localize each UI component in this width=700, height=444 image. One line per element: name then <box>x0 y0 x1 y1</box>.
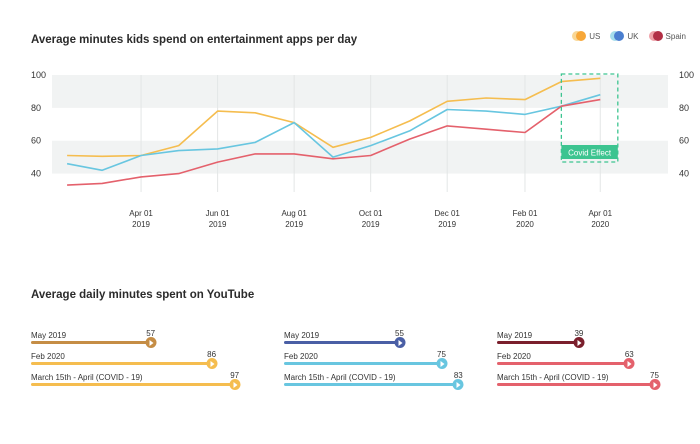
bar-value-label: 86 <box>207 350 217 359</box>
bar-category-label: Feb 2020 <box>284 352 318 361</box>
x-tick-label: Feb 01 <box>513 209 538 218</box>
y-tick-label-right: 100 <box>679 70 694 80</box>
series-line-spain <box>67 98 601 186</box>
x-tick-label-year: 2019 <box>209 220 227 229</box>
bar-category-label: May 2019 <box>497 331 533 340</box>
bar-end-play-icon <box>436 358 447 369</box>
line-chart-title: Average minutes kids spend on entertainm… <box>31 34 358 46</box>
bar-value-label: 57 <box>146 329 156 338</box>
bar-value-label: 97 <box>230 371 240 380</box>
bar-panel: May 2019 57 Feb 2020 86 March 15th - April (… <box>31 329 243 394</box>
y-tick-label-left: 100 <box>31 70 46 80</box>
x-tick-label-year: 2020 <box>516 220 534 229</box>
bar-row: Feb 2020 63 <box>497 350 700 373</box>
bar-category-label: Feb 2020 <box>497 352 531 361</box>
bar <box>284 383 459 386</box>
bar-value-label: 75 <box>437 350 446 359</box>
y-tick-label-right: 40 <box>679 169 689 179</box>
covid-effect-label: Covid Effect <box>568 149 612 158</box>
bar-value-label: 75 <box>650 371 659 380</box>
bar-category-label: March 15th - April (COVID - 19) <box>284 373 396 382</box>
x-tick-label-year: 2019 <box>132 220 150 229</box>
legend-swatch-icon <box>572 31 587 41</box>
x-tick-label: Apr 01 <box>129 209 153 218</box>
y-tick-label-left: 80 <box>31 103 41 113</box>
bar-value-label: 63 <box>624 350 634 359</box>
bar-end-play-icon <box>394 337 405 348</box>
bar-row: Feb 2020 86 <box>31 350 243 373</box>
bar-end-play-icon <box>623 358 635 369</box>
bar <box>497 383 655 386</box>
x-tick-label: Dec 01 <box>435 209 461 218</box>
legend-item-uk: UK <box>610 31 639 41</box>
x-tick-label-year: 2019 <box>362 220 380 229</box>
bar <box>31 341 151 344</box>
bar <box>31 362 212 365</box>
series-line-us <box>67 77 601 158</box>
x-tick-label-year: 2020 <box>591 220 609 229</box>
bar-category-label: Feb 2020 <box>31 352 65 361</box>
bar-category-label: May 2019 <box>284 331 320 340</box>
y-tick-label-left: 60 <box>31 136 41 146</box>
bar <box>31 383 235 386</box>
bar-row: Feb 2020 75 <box>284 350 496 373</box>
covid-effect-label-bg <box>561 145 618 159</box>
bar <box>284 362 442 365</box>
legend-label: US <box>589 31 601 41</box>
x-tick-label-year: 2019 <box>285 220 303 229</box>
bar-end-play-icon <box>145 337 157 348</box>
bar-value-label: 55 <box>395 329 404 338</box>
bar <box>497 341 579 344</box>
bar-end-play-icon <box>206 358 218 369</box>
bar-row: March 15th - April (COVID - 19) 97 <box>31 371 243 394</box>
legend-label: Spain <box>665 31 686 41</box>
legend-swatch-icon <box>648 31 663 41</box>
bar-end-play-icon <box>649 379 660 390</box>
bar-panel: May 2019 55 Feb 2020 75 March 15th - April (… <box>284 329 496 394</box>
bar-value-label: 39 <box>574 329 584 338</box>
legend-label: UK <box>627 31 639 41</box>
bar-category-label: March 15th - April (COVID - 19) <box>31 373 143 382</box>
x-tick-label: Apr 01 <box>588 209 612 218</box>
bar-row: May 2019 57 <box>31 329 243 352</box>
bar-panel: May 2019 39 Feb 2020 63 March 15th - April (… <box>497 329 700 394</box>
legend-item-us: US <box>572 31 600 41</box>
bar-row: May 2019 39 <box>497 329 700 352</box>
bar-row: March 15th - April (COVID - 19) 83 <box>284 371 496 394</box>
bar <box>284 341 400 344</box>
bar-category-label: May 2019 <box>31 331 67 340</box>
x-tick-label-year: 2019 <box>438 220 456 229</box>
y-tick-label-right: 60 <box>679 136 689 146</box>
x-tick-label: Aug 01 <box>281 209 307 218</box>
chart-legend: US UK Spain <box>572 31 686 41</box>
legend-swatch-icon <box>610 31 625 41</box>
bar-chart-title: Average daily minutes spent on YouTube <box>31 289 255 301</box>
bar <box>497 362 630 365</box>
bar-category-label: March 15th - April (COVID - 19) <box>497 373 609 382</box>
y-tick-label-right: 80 <box>679 103 689 113</box>
bar-row: May 2019 55 <box>284 329 496 352</box>
x-tick-label: Jun 01 <box>206 209 231 218</box>
legend-item-spain: Spain <box>648 31 686 41</box>
y-tick-label-left: 40 <box>31 169 41 179</box>
bar-end-play-icon <box>452 379 464 390</box>
bar-row: March 15th - April (COVID - 19) 75 <box>497 371 700 394</box>
bar-end-play-icon <box>573 337 585 348</box>
bar-value-label: 83 <box>453 371 463 380</box>
x-tick-label: Oct 01 <box>359 209 383 218</box>
line-chart: 40 40 60 60 80 80 100 100 Apr 01 2019 Jun 01 2019 Au… <box>31 70 694 229</box>
series-line-uk <box>66 93 601 172</box>
covid-effect-box <box>560 73 619 163</box>
bar-end-play-icon <box>229 379 241 390</box>
